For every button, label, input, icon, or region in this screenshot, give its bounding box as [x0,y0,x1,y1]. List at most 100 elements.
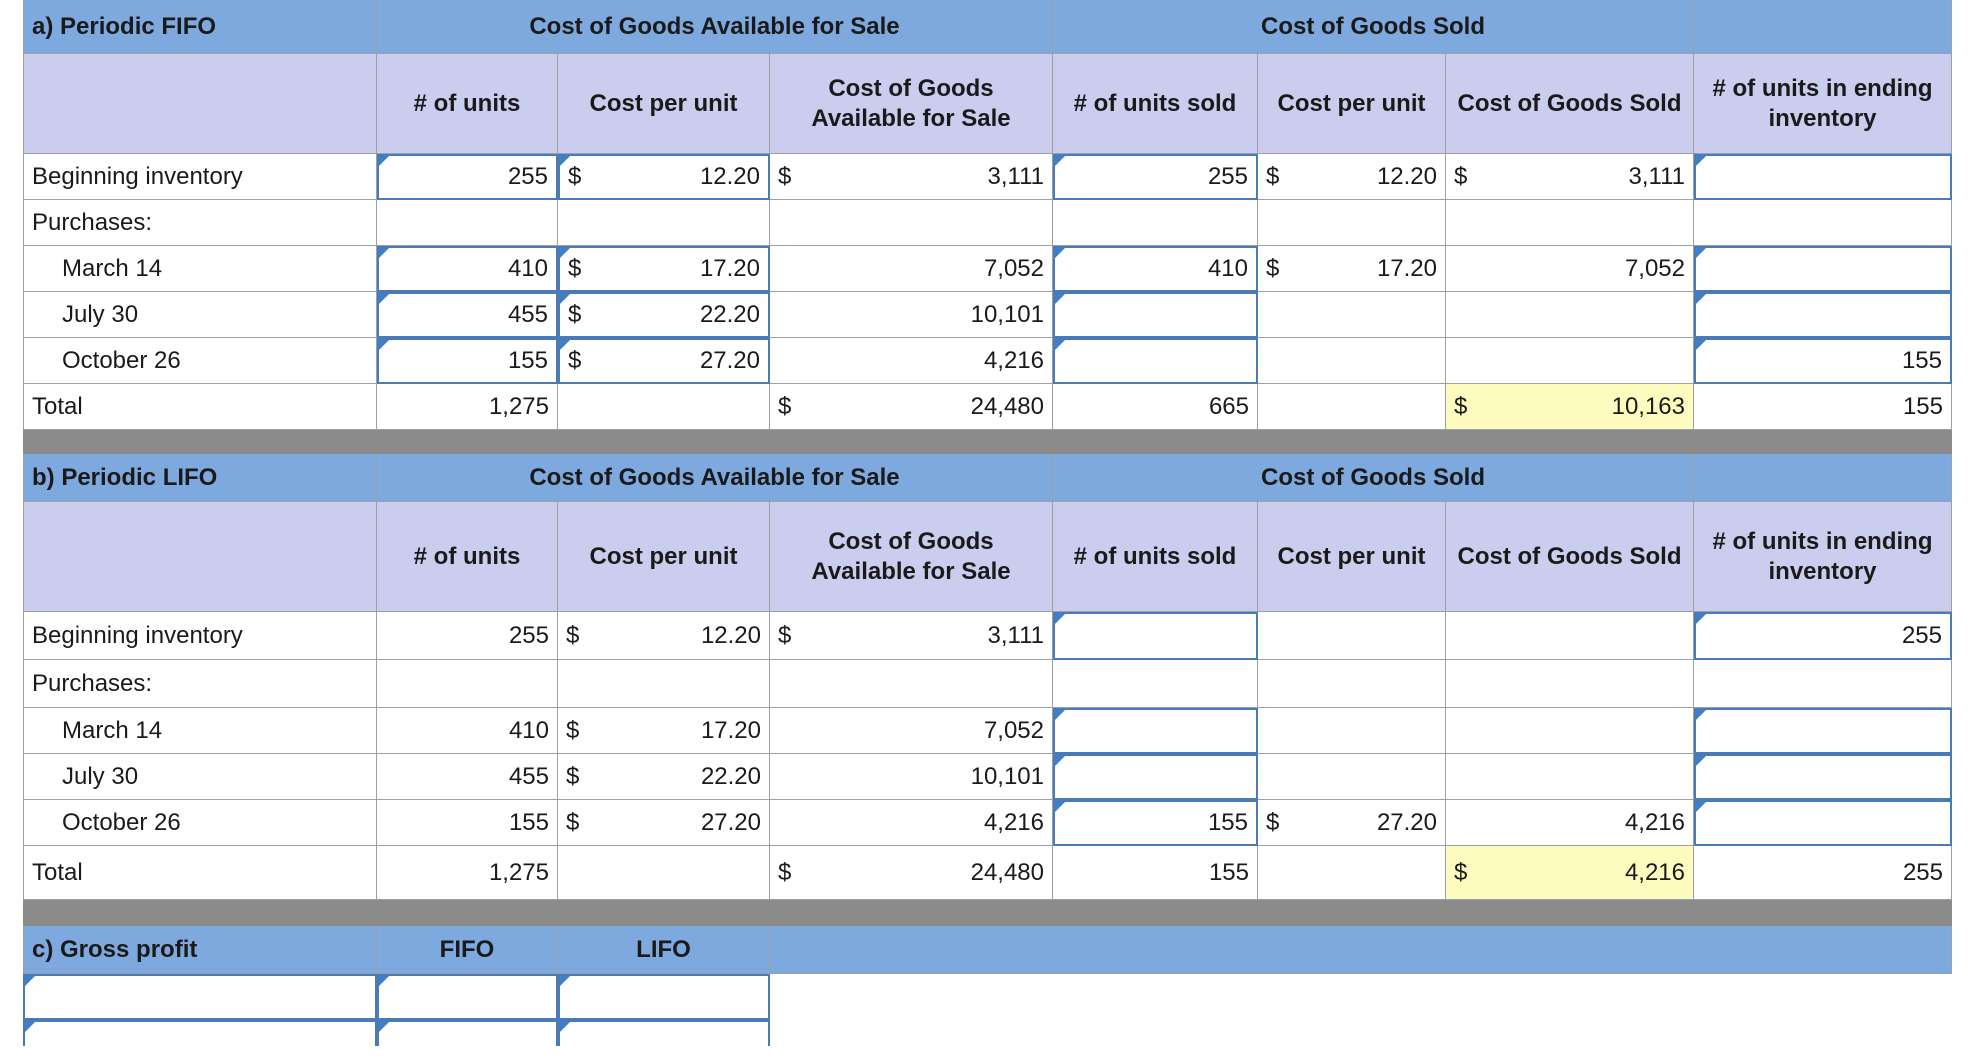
cost-per-unit-cell: $12.20 [558,612,770,660]
dollar-sign: $ [778,621,792,649]
dollar-sign: $ [1266,162,1280,190]
cost-per-unit-sold-cell [1258,754,1446,800]
cost-value: 17.20 [700,716,761,744]
fifo-col-cogas: Cost of Goods Available for Sale [770,54,1053,154]
units-sold-input[interactable]: 410 [1053,246,1258,292]
empty-cell [558,200,770,246]
cost-per-unit-input[interactable]: $27.20 [558,338,770,384]
fifo-header-row: a) Periodic FIFO Cost of Goods Available… [23,0,1952,54]
units-sold-input[interactable]: 255 [1053,154,1258,200]
units-cell: 155 [377,800,558,846]
empty-cell [1694,200,1952,246]
fifo-col-cost-per-unit-sold: Cost per unit [1258,54,1446,154]
units-sold-input[interactable]: 155 [1053,800,1258,846]
total-ending-units: 155 [1694,384,1952,430]
ending-units-input[interactable]: 155 [1694,338,1952,384]
cogas-cell: 7,052 [770,708,1053,754]
dollar-sign: $ [568,347,582,374]
cogas-value: 3,111 [987,162,1045,190]
ending-units-input[interactable] [1694,292,1952,338]
cost-value: 17.20 [1376,254,1437,282]
fifo-column-headers: # of units Cost per unit Cost of Goods A… [23,54,1952,154]
cogas-cell: 7,052 [770,246,1053,292]
cost-per-unit-sold-cell: $17.20 [1258,246,1446,292]
row-label: Beginning inventory [23,612,377,660]
empty-cell [770,660,1053,708]
cogas-value: 24,480 [970,392,1044,420]
ending-units-input[interactable] [1694,800,1952,846]
ending-units-input[interactable] [1694,754,1952,800]
cogas-cell: 4,216 [770,338,1053,384]
ending-units-input[interactable] [1694,154,1952,200]
ending-units-input[interactable]: 255 [1694,612,1952,660]
cogas-cell: 10,101 [770,754,1053,800]
empty-cell [558,660,770,708]
gross-profit-header-blank [770,926,1952,974]
empty-cell [770,200,1053,246]
lifo-col-cost-per-unit: Cost per unit [558,502,770,612]
cost-per-unit-input[interactable]: $17.20 [558,246,770,292]
cogas-value: 4,216 [983,808,1044,836]
cost-per-unit-sold-cell: $27.20 [1258,800,1446,846]
gross-profit-fifo-input[interactable] [377,974,558,1020]
cogs-cell [1446,612,1694,660]
row-label: July 30 [23,292,377,338]
units-cell: 410 [377,708,558,754]
dollar-sign: $ [566,716,580,744]
units-sold-input[interactable] [1053,754,1258,800]
cost-value: 22.20 [699,301,760,328]
row-label: October 26 [23,800,377,846]
empty-cell [558,384,770,430]
lifo-header-row: b) Periodic LIFO Cost of Goods Available… [23,454,1952,502]
empty-cell [1446,660,1694,708]
units-sold-input[interactable] [1053,292,1258,338]
dollar-sign: $ [778,162,792,190]
lifo-row-march-14: March 14 410 $17.20 7,052 [23,708,1952,754]
cost-value: 27.20 [700,808,761,836]
cost-value: 17.20 [699,255,760,282]
units-input[interactable]: 155 [377,338,558,384]
empty-cell [1258,384,1446,430]
gross-profit-label-input[interactable] [23,974,377,1020]
units-input[interactable]: 410 [377,246,558,292]
ending-units-input[interactable] [1694,246,1952,292]
gross-profit-fifo-input[interactable] [377,1020,558,1046]
cogas-value: 7,052 [983,254,1044,282]
gross-profit-lifo-input[interactable] [558,1020,770,1046]
gross-profit-lifo-input[interactable] [558,974,770,1020]
fifo-section-title: a) Periodic FIFO [23,0,377,54]
row-label: July 30 [23,754,377,800]
units-sold-input[interactable] [1053,708,1258,754]
dollar-sign: $ [566,808,580,836]
gross-profit-row-2 [23,1020,1952,1046]
cost-value: 12.20 [700,621,761,649]
total-cogs-highlight: $10,163 [1446,384,1694,430]
dollar-sign: $ [1266,254,1280,282]
cogas-value: 4,216 [983,346,1044,374]
gross-profit-label-input[interactable] [23,1020,377,1046]
fifo-row-march-14: March 14 410 $17.20 7,052 410 $17.20 7,0… [23,246,1952,292]
units-input[interactable]: 255 [377,154,558,200]
dollar-sign: $ [1266,808,1280,836]
cogas-cell: $3,111 [770,612,1053,660]
ending-units-input[interactable] [1694,708,1952,754]
cost-per-unit-sold-cell: $12.20 [1258,154,1446,200]
gross-profit-col-lifo: LIFO [558,926,770,974]
dollar-sign: $ [568,163,582,190]
lifo-column-headers: # of units Cost per unit Cost of Goods A… [23,502,1952,612]
cost-per-unit-input[interactable]: $12.20 [558,154,770,200]
fifo-col-ending: # of units in ending inventory [1694,54,1952,154]
units-sold-input[interactable] [1053,612,1258,660]
units-input[interactable]: 455 [377,292,558,338]
row-label: Purchases: [23,660,377,708]
total-cogas: $24,480 [770,384,1053,430]
empty-cell [377,200,558,246]
gross-profit-title: c) Gross profit [23,926,377,974]
cost-per-unit-input[interactable]: $22.20 [558,292,770,338]
lifo-row-july-30: July 30 455 $22.20 10,101 [23,754,1952,800]
section-separator [23,430,1952,454]
cogs-value: 4,216 [1624,858,1685,886]
fifo-col-units-sold: # of units sold [1053,54,1258,154]
empty-cell [377,660,558,708]
units-sold-input[interactable] [1053,338,1258,384]
